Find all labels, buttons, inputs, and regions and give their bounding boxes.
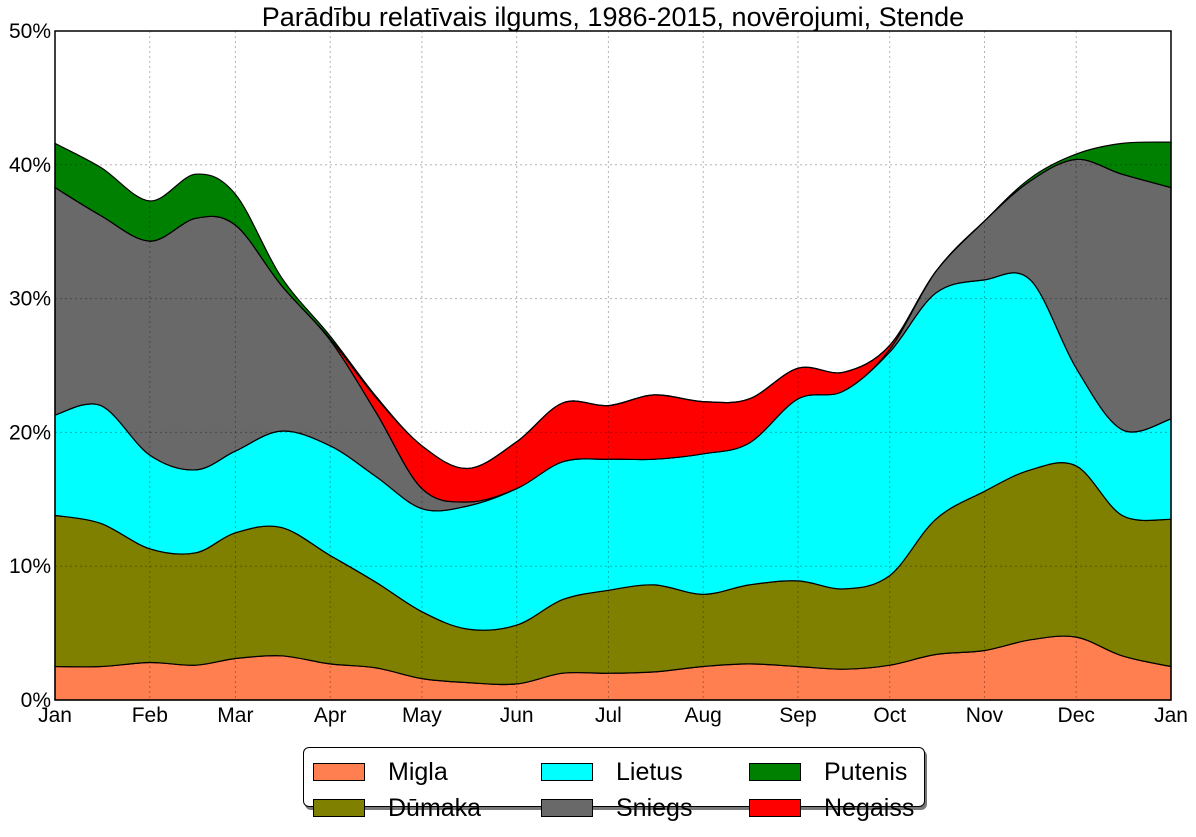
chart-title: Parādību relatīvais ilgums, 1986-2015, n… — [262, 2, 964, 32]
legend-item-sniegs: Sniegs — [532, 790, 740, 826]
y-tick-label: 30% — [9, 288, 51, 311]
legend-item-lietus: Lietus — [532, 754, 740, 790]
legend: Migla Lietus Putenis Dūmaka Sniegs Negai… — [303, 747, 925, 822]
legend-label-negaiss: Negaiss — [824, 793, 915, 822]
x-tick-label: Aug — [685, 704, 722, 727]
x-tick-label: Oct — [873, 704, 906, 727]
y-tick-label: 50% — [9, 20, 51, 43]
x-tick-label: Jan — [38, 704, 72, 727]
y-tick-label: 40% — [9, 154, 51, 177]
legend-swatch-negaiss — [749, 799, 801, 817]
legend-label-putenis: Putenis — [824, 757, 908, 786]
y-tick-label: 0% — [21, 689, 51, 712]
legend-item-putenis: Putenis — [740, 754, 924, 790]
x-tick-label: Apr — [314, 704, 347, 727]
series-areas — [54, 141, 1172, 701]
y-tick-label: 10% — [9, 555, 51, 578]
x-tick-label: Feb — [132, 704, 168, 727]
legend-label-dumaka: Dūmaka — [388, 793, 482, 822]
x-axis-ticks: Jan Feb Mar Apr May Jun Jul Aug Sep Oct Nov Dec Jan — [38, 704, 1188, 727]
y-tick-label: 20% — [9, 421, 51, 444]
x-tick-label: Jul — [595, 704, 622, 727]
legend-label-lietus: Lietus — [616, 757, 683, 786]
legend-item-negaiss: Negaiss — [740, 790, 924, 826]
legend-swatch-dumaka — [313, 799, 365, 817]
legend-swatch-putenis — [749, 763, 801, 781]
x-tick-label: Dec — [1058, 704, 1095, 727]
x-tick-label: Mar — [217, 704, 253, 727]
legend-item-migla: Migla — [304, 754, 532, 790]
stacked-area-chart: Parādību relatīvais ilgums, 1986-2015, n… — [9, 2, 1188, 727]
x-tick-label: Nov — [966, 704, 1004, 727]
grid-lines — [55, 31, 1171, 700]
x-tick-label: Sep — [779, 704, 816, 727]
legend-swatch-lietus — [541, 763, 593, 781]
x-tick-label: Jan — [1154, 704, 1188, 727]
legend-swatch-sniegs — [541, 799, 593, 817]
plot-frame — [54, 30, 1172, 701]
legend-swatch-migla — [313, 763, 365, 781]
x-tick-label: Jun — [500, 704, 534, 727]
legend-label-migla: Migla — [388, 757, 448, 786]
y-axis-ticks: 0% 10% 20% 30% 40% 50% — [9, 20, 51, 712]
legend-item-dumaka: Dūmaka — [304, 790, 532, 826]
x-tick-label: May — [402, 704, 442, 727]
legend-label-sniegs: Sniegs — [616, 793, 693, 822]
